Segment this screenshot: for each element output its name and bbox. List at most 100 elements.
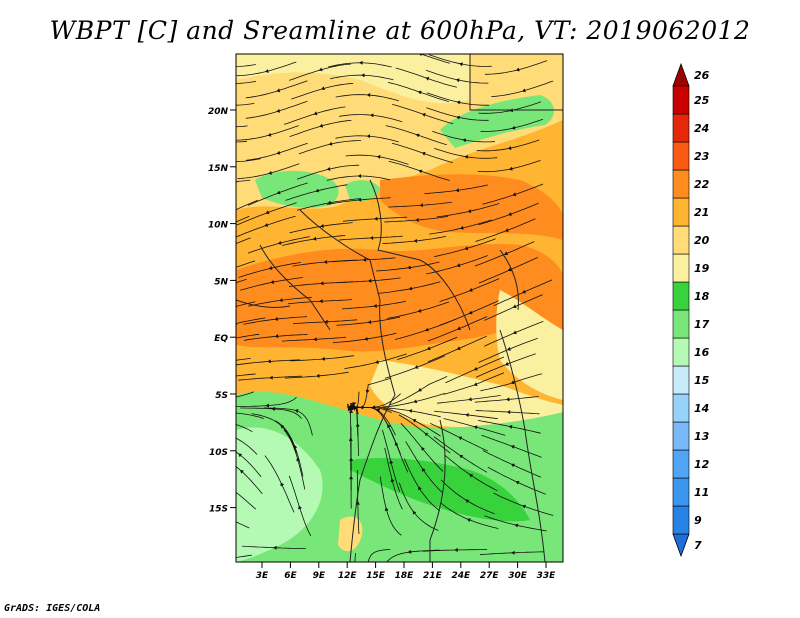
streamline-arrow: [512, 192, 517, 197]
streamline-arrow: [456, 115, 460, 120]
streamline-arrow: [355, 423, 360, 427]
streamline-arrow: [362, 257, 367, 262]
colorbar-segment: [672, 113, 690, 143]
colorbar-label: 25: [694, 94, 710, 107]
streamline-arrow: [376, 155, 381, 159]
streamline-arrow: [270, 280, 275, 284]
colorbar-segment: [672, 253, 690, 283]
streamline-arrow: [505, 397, 510, 402]
streamline-arrow: [424, 327, 429, 332]
streamline-arrow: [369, 236, 374, 240]
streamline-arrow: [268, 171, 273, 175]
lat-tick-label: 5N: [214, 277, 228, 287]
streamline-arrow: [326, 167, 331, 171]
streamline: [236, 437, 258, 455]
colorbar-segment: [672, 225, 690, 255]
streamline-arrow: [320, 281, 324, 286]
lat-tick-label: 20N: [208, 107, 229, 117]
colorbar-label: 19: [694, 262, 710, 275]
streamline-arrow: [267, 359, 271, 364]
streamline: [367, 549, 391, 562]
streamline-arrow: [465, 499, 469, 503]
streamline-arrow: [373, 304, 378, 308]
streamline-arrow: [418, 388, 422, 392]
streamline: [236, 158, 261, 162]
colorbar-label: 13: [694, 430, 710, 443]
streamline-arrow: [367, 278, 372, 283]
streamline-arrow: [408, 286, 413, 291]
streamline: [236, 333, 260, 339]
streamline-arrow: [316, 373, 320, 378]
streamline: [236, 554, 253, 558]
streamline: [236, 424, 253, 433]
colorbar-segment: [672, 309, 690, 339]
chart-title: WBPT [C] and Sreamline at 600hPa, VT: 20…: [49, 16, 751, 45]
streamline-arrow: [467, 209, 472, 213]
streamline-arrow: [366, 563, 369, 566]
streamline: [236, 81, 257, 84]
streamline-arrow: [506, 410, 511, 415]
streamline-arrow: [465, 413, 469, 417]
streamline-arrow: [419, 203, 424, 208]
streamline-arrow: [315, 188, 320, 193]
streamline-arrow: [512, 330, 517, 335]
grads-credit: GrADS: IGES/COLA: [4, 603, 101, 614]
streamline-arrow: [473, 367, 478, 371]
streamline-arrow: [264, 223, 269, 227]
streamline-arrow: [232, 435, 235, 438]
streamline-arrow: [216, 124, 219, 127]
colorbar-segment: [672, 141, 690, 171]
streamline-arrow: [273, 545, 277, 550]
streamline-arrow: [225, 269, 228, 272]
streamline-arrow: [456, 263, 461, 268]
streamline-arrow: [412, 510, 417, 515]
streamline-arrow: [375, 360, 379, 364]
streamline-arrow: [328, 142, 333, 146]
streamline-arrow: [318, 67, 323, 72]
streamline-arrow: [276, 88, 281, 93]
lat-tick-label: 10S: [209, 448, 228, 458]
streamline-arrow: [280, 482, 284, 487]
streamline-arrow: [466, 518, 471, 522]
streamline-arrow: [228, 211, 231, 214]
streamline-arrow: [366, 93, 371, 97]
streamline-arrow: [414, 365, 419, 369]
colorbar-segment: [672, 421, 690, 451]
streamline-arrow: [510, 380, 515, 385]
colorbar-label: 18: [694, 290, 710, 303]
longitude-axis: 3E 6E 9E 12E 15E 18E 21E 24E 27E 30E 33E: [256, 562, 556, 581]
streamline-arrow: [298, 505, 302, 510]
streamline-arrow: [504, 362, 509, 366]
streamline-arrow: [269, 375, 273, 380]
streamline-arrow: [240, 469, 244, 474]
streamline-arrow: [357, 197, 362, 202]
streamline-arrow: [408, 409, 413, 413]
streamline-arrow: [224, 65, 227, 68]
streamline-arrow: [454, 548, 458, 552]
streamline-arrow: [417, 309, 422, 313]
colorbar-label: 22: [694, 178, 710, 191]
streamline-arrow: [220, 514, 223, 517]
streamline-arrow: [424, 432, 429, 437]
colorbar-label: 20: [694, 234, 710, 247]
streamline-arrow: [390, 478, 395, 483]
streamline-arrow: [268, 266, 273, 270]
streamline-arrow: [418, 169, 423, 174]
streamline-arrow: [294, 409, 299, 413]
streamline-arrow: [321, 356, 325, 361]
streamline-arrow: [319, 123, 324, 128]
streamline-arrow: [464, 246, 469, 251]
colorbar-label: 15: [694, 374, 710, 387]
latitude-axis: 20N 15N 10N 5N EQ 5S 10S 15S: [208, 107, 236, 515]
lon-tick-label: 24E: [451, 571, 471, 581]
streamline-arrow: [456, 346, 461, 350]
streamline-arrow: [323, 260, 328, 264]
streamline-arrow: [413, 399, 418, 404]
colorbar-segment: [672, 477, 690, 507]
lon-tick-label: 3E: [256, 571, 269, 581]
streamline-arrow: [508, 425, 513, 429]
colorbar-label: 23: [694, 150, 710, 163]
lat-tick-label: 15S: [209, 505, 228, 515]
colorbar-label: 16: [694, 346, 710, 359]
lat-tick-label: 5S: [215, 391, 228, 401]
